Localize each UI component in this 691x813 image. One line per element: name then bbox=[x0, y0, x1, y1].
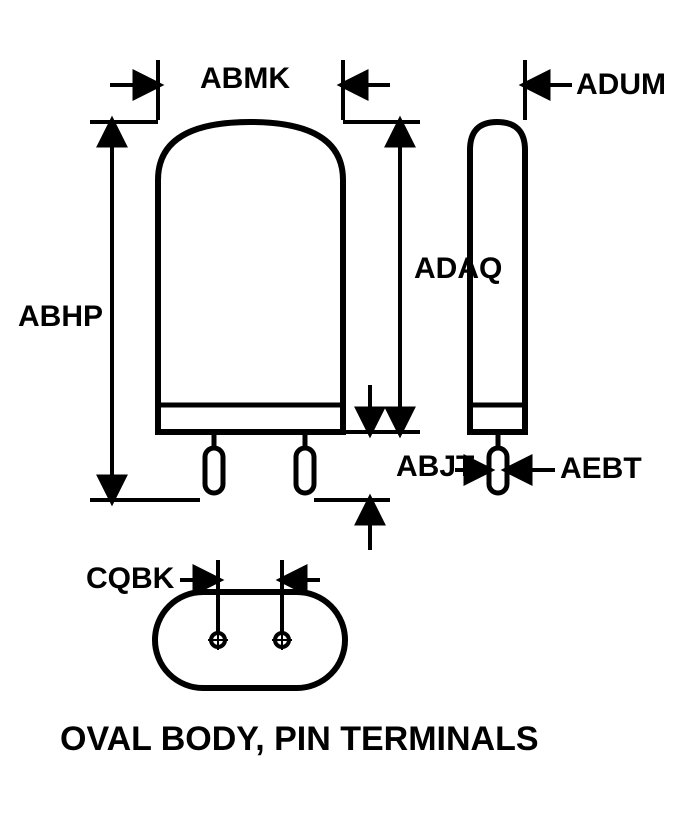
diagram-svg bbox=[0, 0, 691, 813]
front-pin-left bbox=[205, 448, 223, 493]
label-ABHP: ABHP bbox=[18, 300, 103, 334]
front-pin-right bbox=[296, 448, 314, 493]
bottom-view bbox=[155, 592, 345, 688]
front-view bbox=[158, 122, 343, 493]
label-CQBK: CQBK bbox=[86, 562, 174, 596]
diagram-container: ABMK ADUM ABHP ADAQ ABJT AEBT CQBK OVAL … bbox=[0, 0, 691, 813]
dim-ADUM bbox=[525, 60, 572, 120]
front-body bbox=[158, 122, 343, 432]
label-ADUM: ADUM bbox=[576, 68, 666, 102]
side-view bbox=[470, 122, 525, 493]
dim-ADAQ bbox=[343, 122, 420, 432]
label-ABJT: ABJT bbox=[396, 450, 474, 484]
side-pin bbox=[489, 448, 507, 493]
label-AEBT: AEBT bbox=[560, 452, 642, 486]
label-ADAQ: ADAQ bbox=[414, 252, 502, 286]
label-ABMK: ABMK bbox=[200, 62, 290, 96]
diagram-title: OVAL BODY, PIN TERMINALS bbox=[60, 720, 539, 759]
bottom-oval bbox=[155, 592, 345, 688]
